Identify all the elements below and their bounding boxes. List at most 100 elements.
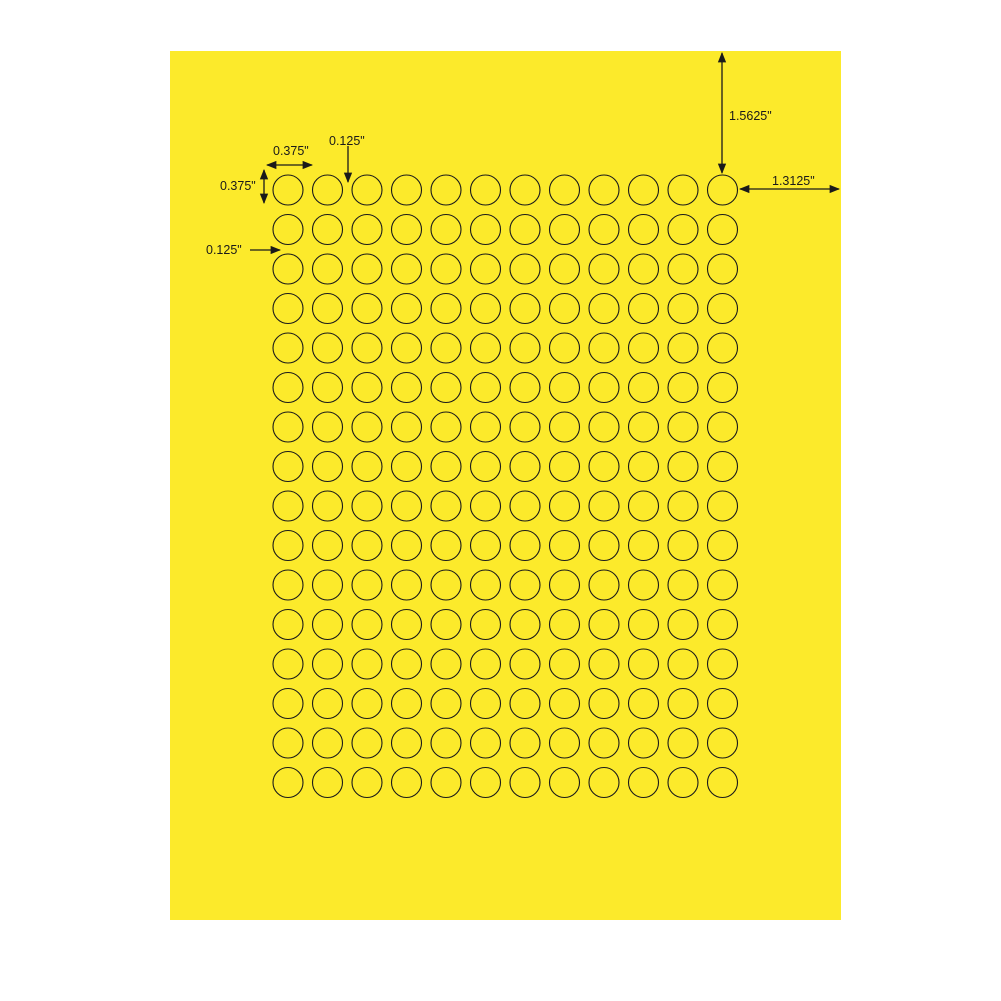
label-circle (311, 529, 344, 562)
label-circle (311, 292, 344, 325)
label-circle (390, 371, 423, 404)
label-circle (627, 569, 660, 601)
label-circle (667, 648, 699, 680)
label-circle (548, 529, 581, 562)
label-circle (390, 648, 423, 680)
label-circle (272, 727, 304, 759)
label-circle (272, 332, 304, 364)
label-width-text: 0.375" (273, 144, 309, 158)
label-circle (430, 490, 462, 522)
label-circle (272, 174, 304, 206)
label-circle (430, 174, 462, 206)
label-circle (627, 608, 660, 641)
label-grid (272, 174, 739, 799)
label-circle (627, 490, 660, 522)
label-circle (351, 253, 383, 285)
label-circle (311, 727, 344, 759)
label-circle (430, 371, 462, 404)
label-circle (469, 450, 502, 483)
label-circle (509, 529, 541, 562)
label-circle (390, 292, 423, 325)
label-circle (311, 490, 344, 522)
label-circle (390, 213, 423, 246)
label-circle (667, 569, 699, 601)
label-circle (588, 766, 620, 799)
label-circle (588, 490, 620, 522)
right-margin-text: 1.3125" (772, 174, 815, 188)
label-circle (667, 490, 699, 522)
label-circle (509, 727, 541, 759)
label-circle (311, 174, 344, 206)
label-circle (390, 608, 423, 641)
label-circle (509, 450, 541, 483)
label-circle (430, 411, 462, 443)
label-circle (706, 608, 739, 641)
label-circle (390, 174, 423, 206)
label-circle (351, 529, 383, 562)
label-circle (588, 371, 620, 404)
label-circle (351, 292, 383, 325)
label-circle (390, 490, 423, 522)
label-circle (627, 213, 660, 246)
label-circle (548, 213, 581, 246)
label-circle (351, 332, 383, 364)
label-circle (469, 332, 502, 364)
label-circle (272, 648, 304, 680)
label-circle (509, 490, 541, 522)
label-circle (430, 608, 462, 641)
label-circle (469, 608, 502, 641)
label-circle (588, 174, 620, 206)
horizontal-gap-text: 0.125" (329, 134, 365, 148)
label-circle (706, 253, 739, 285)
label-circle (706, 727, 739, 759)
label-circle (311, 371, 344, 404)
label-circle (706, 292, 739, 325)
label-circle (430, 450, 462, 483)
label-circle (390, 253, 423, 285)
label-circle (469, 490, 502, 522)
label-circle (469, 648, 502, 680)
label-circle (272, 371, 304, 404)
label-circle (627, 727, 660, 759)
label-circle (272, 411, 304, 443)
label-circle (588, 648, 620, 680)
label-circle (588, 608, 620, 641)
label-circle (390, 411, 423, 443)
label-circle (548, 687, 581, 720)
label-circle (311, 569, 344, 601)
label-circle (667, 332, 699, 364)
label-circle (390, 766, 423, 799)
label-circle (667, 213, 699, 246)
label-circle (509, 608, 541, 641)
label-circle (272, 608, 304, 641)
label-circle (509, 174, 541, 206)
label-circle (351, 371, 383, 404)
label-circle (509, 213, 541, 246)
label-circle (469, 766, 502, 799)
label-circle (390, 727, 423, 759)
label-circle (351, 213, 383, 246)
label-circle (667, 450, 699, 483)
label-circle (469, 529, 502, 562)
label-circle (430, 727, 462, 759)
label-circle (627, 371, 660, 404)
label-circle (667, 529, 699, 562)
label-circle (272, 766, 304, 799)
label-circle (351, 648, 383, 680)
label-circle (272, 450, 304, 483)
label-circle (509, 253, 541, 285)
label-circle (272, 253, 304, 285)
label-circle (390, 687, 423, 720)
label-circle (548, 253, 581, 285)
label-circle (430, 292, 462, 325)
label-height-text: 0.375" (220, 179, 256, 193)
label-circle (430, 529, 462, 562)
label-circle (667, 608, 699, 641)
label-circle (509, 687, 541, 720)
label-circle (311, 687, 344, 720)
label-circle (548, 292, 581, 325)
label-circle (272, 213, 304, 246)
label-circle (548, 332, 581, 364)
label-circle (469, 727, 502, 759)
